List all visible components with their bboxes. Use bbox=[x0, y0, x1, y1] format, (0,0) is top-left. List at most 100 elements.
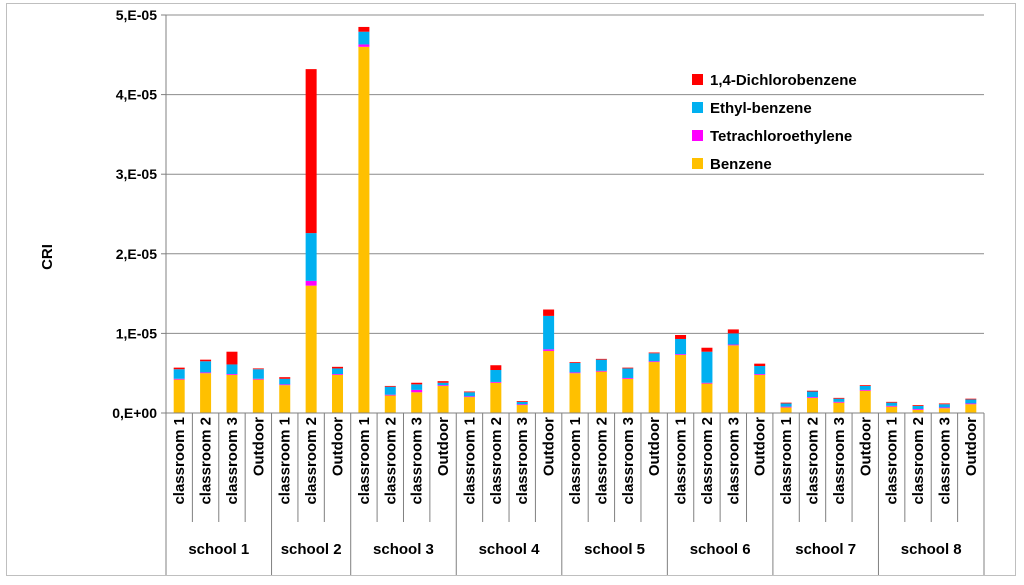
category-label: Outdoor bbox=[752, 417, 769, 476]
y-axis-title: CRI bbox=[39, 244, 56, 270]
bar-segment-tetrachloroethylene bbox=[648, 361, 660, 363]
bar-segment-1-4-dichlorobenzene bbox=[437, 381, 449, 383]
chart-frame bbox=[6, 3, 1016, 576]
bar-segment-benzene bbox=[279, 385, 291, 413]
group-label: school 4 bbox=[479, 541, 541, 558]
bar-segment-ethyl-benzene bbox=[780, 403, 792, 407]
category-label: classroom 3 bbox=[409, 417, 426, 505]
category-label: classroom 2 bbox=[382, 417, 399, 505]
category-label: classroom 3 bbox=[725, 417, 742, 505]
category-labels: classroom 1 classroom 2 classroom 3 Outdoor… bbox=[165, 413, 985, 575]
bar-segment-1-4-dichlorobenzene bbox=[332, 366, 344, 369]
bar-segment-tetrachloroethylene bbox=[965, 403, 977, 405]
bar-segment-1-4-dichlorobenzene bbox=[780, 402, 792, 404]
category-label: classroom 2 bbox=[699, 417, 716, 505]
category-label: classroom 1 bbox=[356, 417, 373, 505]
bar-segment-benzene bbox=[305, 285, 317, 413]
bar-segment-tetrachloroethylene bbox=[252, 378, 264, 380]
bar-segment-1-4-dichlorobenzene bbox=[305, 69, 317, 234]
bar-segment-tetrachloroethylene bbox=[806, 397, 818, 398]
bar-segment-ethyl-benzene bbox=[411, 384, 423, 390]
group-label: school 1 bbox=[188, 541, 249, 558]
legend-label: Tetrachloroethylene bbox=[710, 128, 852, 145]
bar-segment-ethyl-benzene bbox=[754, 366, 766, 374]
bar-segment-tetrachloroethylene bbox=[938, 407, 950, 409]
category-label: Outdoor bbox=[330, 417, 347, 476]
category-label: classroom 3 bbox=[514, 417, 531, 505]
legend-label: 1,4-Dichlorobenzene bbox=[710, 72, 857, 89]
bar-segment-ethyl-benzene bbox=[437, 382, 449, 386]
category-label: Outdoor bbox=[857, 417, 874, 476]
y-tick-label: 4,E-05 bbox=[116, 87, 157, 103]
category-label: classroom 3 bbox=[620, 417, 637, 505]
bar-segment-ethyl-benzene bbox=[912, 405, 924, 410]
bar-segment-tetrachloroethylene bbox=[305, 280, 317, 286]
category-label: Outdoor bbox=[963, 417, 980, 476]
bar-segment-1-4-dichlorobenzene bbox=[859, 385, 871, 386]
bar-segment-ethyl-benzene bbox=[675, 338, 687, 355]
bar-segment-tetrachloroethylene bbox=[622, 377, 634, 379]
bar-segment-tetrachloroethylene bbox=[886, 405, 898, 407]
bar-segment-tetrachloroethylene bbox=[358, 44, 370, 47]
bar-segment-ethyl-benzene bbox=[252, 369, 264, 379]
bar-segment-benzene bbox=[622, 378, 634, 413]
bar-segment-tetrachloroethylene bbox=[332, 373, 344, 375]
bar-segment-ethyl-benzene bbox=[384, 386, 396, 395]
bar-segment-benzene bbox=[701, 383, 713, 413]
bar-segment-tetrachloroethylene bbox=[595, 370, 607, 372]
bar-segment-benzene bbox=[754, 374, 766, 413]
category-label: classroom 2 bbox=[198, 417, 215, 505]
bar-segment-benzene bbox=[200, 373, 212, 413]
bar-segment-benzene bbox=[859, 390, 871, 413]
bar-segment-benzene bbox=[912, 409, 924, 413]
group-label: school 3 bbox=[373, 541, 434, 558]
category-label: Outdoor bbox=[250, 417, 267, 476]
bar-segment-benzene bbox=[437, 385, 449, 413]
bar-segment-ethyl-benzene bbox=[859, 385, 871, 390]
bar-segment-tetrachloroethylene bbox=[569, 372, 581, 374]
bar-segment-benzene bbox=[332, 374, 344, 413]
bar-segment-1-4-dichlorobenzene bbox=[595, 358, 607, 360]
bar-segment-benzene bbox=[938, 408, 950, 413]
bar-segment-benzene bbox=[463, 397, 475, 413]
category-label: Outdoor bbox=[541, 417, 558, 476]
legend-label: Benzene bbox=[710, 156, 772, 173]
bar-segment-1-4-dichlorobenzene bbox=[463, 391, 475, 393]
bar-segment-benzene bbox=[252, 379, 264, 413]
bar-segment-tetrachloroethylene bbox=[437, 385, 449, 386]
bar-segment-benzene bbox=[675, 354, 687, 413]
bar-segment-ethyl-benzene bbox=[463, 392, 475, 397]
bar-segment-ethyl-benzene bbox=[965, 399, 977, 404]
bar-segment-benzene bbox=[226, 374, 238, 413]
bar-segment-ethyl-benzene bbox=[701, 351, 713, 383]
category-label: classroom 2 bbox=[910, 417, 927, 505]
legend-swatch bbox=[692, 130, 703, 141]
bar-segment-1-4-dichlorobenzene bbox=[754, 363, 766, 367]
bar-segment-benzene bbox=[384, 395, 396, 413]
bar-segment-tetrachloroethylene bbox=[490, 381, 502, 383]
bar-segment-tetrachloroethylene bbox=[543, 349, 555, 351]
bar-segment-ethyl-benzene bbox=[173, 369, 185, 379]
category-label: classroom 2 bbox=[488, 417, 505, 505]
bar-segment-tetrachloroethylene bbox=[727, 344, 739, 346]
bar-segment-tetrachloroethylene bbox=[912, 409, 924, 410]
bar-segment-tetrachloroethylene bbox=[411, 389, 423, 393]
category-label: classroom 3 bbox=[936, 417, 953, 505]
bar-segment-tetrachloroethylene bbox=[833, 401, 845, 403]
bar-segment-tetrachloroethylene bbox=[701, 382, 713, 384]
legend-label: Ethyl-benzene bbox=[710, 100, 812, 117]
bar-segment-tetrachloroethylene bbox=[780, 406, 792, 408]
category-label: classroom 1 bbox=[461, 417, 478, 505]
bar-segment-tetrachloroethylene bbox=[516, 404, 528, 406]
legend: 1,4-Dichlorobenzene Ethyl-benzene Tetrachl… bbox=[692, 72, 857, 173]
category-label: classroom 1 bbox=[171, 417, 188, 505]
bar-segment-1-4-dichlorobenzene bbox=[543, 309, 555, 316]
bar-segment-ethyl-benzene bbox=[622, 368, 634, 378]
axes: 0,E+00 1,E-05 2,E-05 3,E-05 4,E-05 5,E-05 CRI bbox=[39, 7, 984, 421]
bar-segment-tetrachloroethylene bbox=[279, 384, 291, 386]
y-tick-label: 1,E-05 bbox=[116, 325, 157, 341]
bar-segment-tetrachloroethylene bbox=[173, 378, 185, 380]
bar-segment-ethyl-benzene bbox=[648, 353, 660, 362]
bar-segment-1-4-dichlorobenzene bbox=[490, 365, 502, 371]
